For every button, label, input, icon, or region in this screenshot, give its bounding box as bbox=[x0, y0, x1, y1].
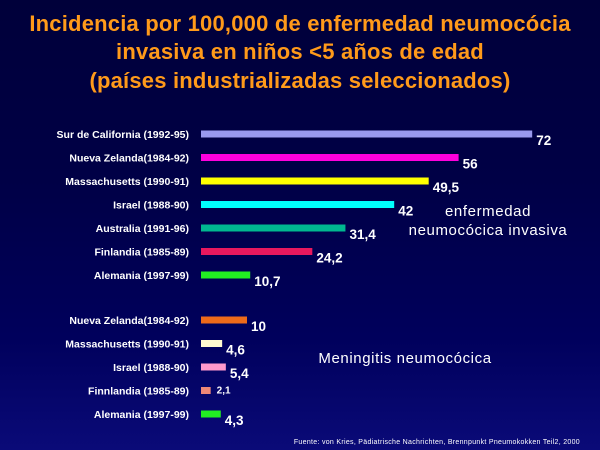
chart-title-line-3: (países industrializadas seleccionados) bbox=[89, 68, 511, 93]
group-label-meningitis: Meningitis neumocócica bbox=[318, 350, 492, 367]
category-label: Nueva Zelanda(1984-92) bbox=[69, 153, 189, 165]
bar bbox=[201, 177, 429, 185]
category-label: Nueva Zelanda(1984-92) bbox=[69, 315, 189, 327]
value-label: 72 bbox=[536, 133, 551, 148]
group-label-invasive-2: neumocócica invasiva bbox=[408, 222, 568, 239]
bar bbox=[201, 340, 223, 347]
value-label: 4,6 bbox=[226, 343, 245, 358]
category-label: Massachusetts (1990-91) bbox=[65, 339, 189, 351]
source-note: Fuente: von Kries, Pädiatrische Nachrich… bbox=[293, 439, 580, 446]
value-label: 5,4 bbox=[230, 366, 249, 381]
value-label: 2,1 bbox=[217, 386, 231, 397]
bar bbox=[201, 387, 211, 394]
chart-title-line-2: invasiva en niños <5 años de edad bbox=[116, 39, 484, 64]
value-label: 56 bbox=[463, 157, 479, 172]
value-label: 4,3 bbox=[225, 413, 244, 428]
bar bbox=[201, 316, 247, 324]
value-label: 31,4 bbox=[349, 227, 376, 242]
category-label: Israel (1988-90) bbox=[113, 200, 189, 212]
value-label: 42 bbox=[398, 204, 413, 219]
bar bbox=[201, 248, 313, 255]
category-label: Massachusetts (1990-91) bbox=[65, 176, 189, 188]
value-label: 24,2 bbox=[316, 251, 342, 266]
bar bbox=[201, 201, 395, 208]
category-label: Alemania (1997-99) bbox=[94, 270, 189, 282]
chart-title-line-1: Incidencia por 100,000 de enfermedad neu… bbox=[29, 11, 571, 36]
bar bbox=[201, 154, 459, 161]
category-label: Alemania (1997-99) bbox=[94, 409, 189, 421]
value-label: 10,7 bbox=[254, 274, 280, 289]
category-label: Finlandia (1985-89) bbox=[94, 247, 189, 259]
value-label: 49,5 bbox=[433, 180, 460, 195]
value-label: 10 bbox=[251, 319, 266, 334]
group-label-invasive-1: enfermedad bbox=[444, 203, 532, 220]
category-label: Australia (1991-96) bbox=[96, 223, 189, 235]
category-label: Sur de California (1992-95) bbox=[57, 129, 189, 141]
bar bbox=[201, 224, 346, 232]
category-label: Israel (1988-90) bbox=[113, 362, 189, 374]
bar bbox=[201, 271, 251, 279]
category-label: Finnlandia (1985-89) bbox=[88, 386, 189, 398]
bar bbox=[201, 363, 226, 371]
bar bbox=[201, 410, 221, 418]
bar bbox=[201, 130, 533, 138]
